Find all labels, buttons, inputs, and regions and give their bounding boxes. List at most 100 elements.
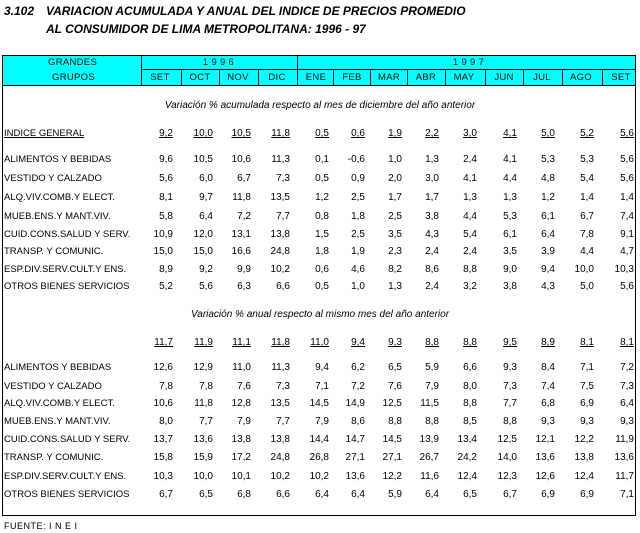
cell: 1,3 (425, 154, 439, 165)
cell: 8,8 (463, 398, 477, 409)
row-label: OTROS BIENES SERVICIOS (4, 489, 130, 500)
cell: 9,9 (237, 264, 251, 275)
row-label: MUEB.ENS.Y MANT.VIV. (4, 416, 111, 427)
cell: 2,3 (388, 246, 402, 257)
cell: 13,7 (153, 434, 173, 445)
cell: 7,3 (276, 381, 290, 392)
cell: 4,1 (463, 173, 477, 184)
divider (297, 55, 298, 86)
cell: 9,3 (620, 416, 634, 427)
cell: 6,4 (620, 398, 634, 409)
cell: 7,3 (276, 173, 290, 184)
row-label: TRANSP. Y COMUNIC. (4, 246, 104, 257)
table-frame (2, 86, 636, 516)
cell: 11,0 (232, 362, 251, 373)
cell: 9,3 (388, 337, 402, 348)
cell: 5,4 (580, 173, 594, 184)
cell: 12,5 (382, 398, 402, 409)
cell: 1,4 (580, 192, 594, 203)
row-label: CUID.CONS.SALUD Y SERV. (4, 229, 131, 240)
cell: 15,0 (193, 246, 213, 257)
divider (407, 69, 408, 86)
cell: 12,8 (231, 398, 251, 409)
cell: 8,9 (159, 264, 173, 275)
row-label: ALIMENTOS Y BEBIDAS (4, 362, 112, 373)
row-label: ESP.DIV.SERV.CULT.Y ENS. (4, 471, 127, 482)
cell: 11,7 (154, 337, 173, 348)
row-label: TRANSP. Y COMUNIC. (4, 452, 104, 463)
cell: 9,0 (503, 264, 517, 275)
cell: 3,0 (463, 128, 477, 139)
month-label: OCT (189, 72, 211, 83)
cell: 8,8 (425, 416, 439, 427)
cell: 10,0 (193, 128, 213, 139)
cell: 17,2 (231, 452, 251, 463)
title-line: AL CONSUMIDOR DE LIMA METROPOLITANA: 199… (46, 22, 366, 36)
cell: 7,3 (620, 381, 634, 392)
cell: 8,6 (351, 416, 365, 427)
cell: 5,6 (620, 281, 634, 292)
cell: 6,6 (276, 281, 290, 292)
cell: 8,6 (425, 264, 439, 275)
row-label: ESP.DIV.SERV.CULT.Y ENS. (4, 264, 127, 275)
divider (485, 69, 486, 86)
cell: 3,9 (541, 246, 555, 257)
cell: 13,8 (270, 229, 290, 240)
row-label: INDICE GENERAL (4, 128, 85, 139)
cell: 7,1 (580, 362, 594, 373)
cell: 1,4 (620, 192, 634, 203)
cell: 12,1 (535, 434, 555, 445)
cell: 0,8 (315, 211, 329, 222)
cell: 6,7 (159, 489, 173, 500)
cell: 1,0 (351, 281, 365, 292)
cell: 6,4 (199, 211, 213, 222)
cell: 9,4 (351, 337, 365, 348)
cell: 13,9 (419, 434, 439, 445)
divider (141, 69, 636, 70)
cell: 10,5 (231, 128, 251, 139)
cell: 6,9 (541, 489, 555, 500)
cell: 14,5 (309, 398, 329, 409)
row-label: MUEB.ENS.Y MANT.VIV. (4, 211, 111, 222)
cell: 0,9 (351, 173, 365, 184)
cell: 13,6 (614, 452, 634, 463)
cell: 10,6 (153, 398, 173, 409)
month-label: JUL (533, 72, 551, 83)
cell: 10,5 (193, 154, 213, 165)
cell: 1,8 (351, 211, 365, 222)
cell: 3,0 (425, 173, 439, 184)
cell: 7,3 (503, 381, 517, 392)
cell: 1,7 (388, 192, 402, 203)
cell: 2,5 (388, 211, 402, 222)
cell: 11,8 (194, 398, 213, 409)
month-label: NOV (227, 72, 249, 83)
row-label: ALQ.VIV.COMB.Y ELECT. (4, 398, 115, 409)
cell: 12,3 (497, 471, 517, 482)
divider (141, 55, 142, 86)
month-label: FEB (342, 72, 362, 83)
title-line: VARIACION ACUMULADA Y ANUAL DEL INDICE D… (46, 4, 466, 18)
cell: 15,8 (153, 452, 173, 463)
cell: 6,4 (315, 489, 329, 500)
cell: 1,2 (315, 192, 329, 203)
cell: 24,2 (457, 452, 477, 463)
cell: 14,9 (345, 398, 365, 409)
row-label: ALQ.VIV.COMB.Y ELECT. (4, 192, 115, 203)
section-caption: Variación % acumulada respecto al mes de… (164, 100, 476, 111)
cell: 10,3 (614, 264, 634, 275)
cell: 4,1 (503, 154, 517, 165)
cell: 6,8 (541, 398, 555, 409)
month-label: SET (150, 72, 170, 83)
month-label: DIC (268, 72, 286, 83)
cell: 6,1 (503, 229, 517, 240)
cell: 9,6 (159, 154, 173, 165)
cell: 16,6 (231, 246, 251, 257)
cell: 7,8 (580, 229, 594, 240)
cell: 6,6 (276, 489, 290, 500)
cell: 1,2 (541, 192, 555, 203)
cell: 9,3 (580, 416, 594, 427)
month-label: MAR (377, 72, 400, 83)
cell: 11,5 (420, 398, 439, 409)
cell: 2,4 (425, 246, 439, 257)
cell: 1,0 (388, 154, 402, 165)
